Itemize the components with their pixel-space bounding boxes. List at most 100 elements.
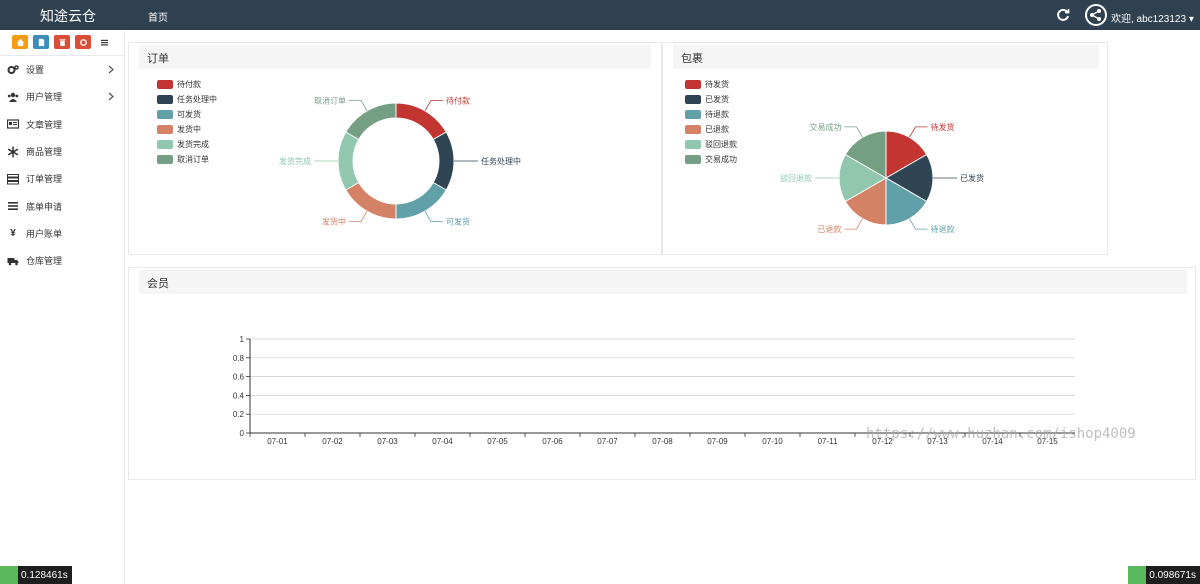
legend-label: 取消订单 bbox=[177, 155, 209, 164]
label-leader bbox=[909, 126, 928, 138]
top-navbar: 知途云仓 首页 欢迎, abc123123 ▾ bbox=[0, 0, 1200, 30]
y-tick-label: 0.4 bbox=[233, 391, 245, 400]
slice-label: 驳回退款 bbox=[780, 173, 812, 183]
truck-icon bbox=[7, 255, 19, 267]
pie-slice[interactable] bbox=[345, 102, 397, 141]
x-tick-label: 07-03 bbox=[377, 437, 398, 446]
sidebar: 设置 用户管理 文章管理 商品管理 订单管理 底单申请 ¥ 用户账单 bbox=[0, 30, 125, 584]
slice-label: 待付款 bbox=[446, 95, 470, 105]
sidebar-item-label: 仓库管理 bbox=[26, 256, 63, 267]
legend-swatch bbox=[157, 155, 173, 164]
trash-button[interactable] bbox=[54, 35, 70, 49]
list-button[interactable] bbox=[96, 35, 112, 49]
slice-label: 任务处理中 bbox=[481, 156, 521, 166]
brand-logo[interactable]: 知途云仓 bbox=[40, 8, 96, 24]
sidebar-item-warehouse[interactable]: 仓库管理 bbox=[0, 247, 124, 274]
users-icon bbox=[7, 91, 19, 103]
slice-label: 已发货 bbox=[960, 173, 984, 183]
y-tick-label: 1 bbox=[240, 335, 245, 344]
user-menu-toggle[interactable]: 欢迎, abc123123 ▾ bbox=[1111, 14, 1194, 25]
timer-left: 0.128461s bbox=[0, 566, 72, 584]
legend-label: 交易成功 bbox=[705, 155, 737, 164]
legend-item[interactable]: 已发货 bbox=[685, 94, 729, 105]
legend-item[interactable]: 取消订单 bbox=[157, 154, 209, 165]
members-line-chart: 0 0.2 0.4 0.6 0.8 1 07-01 07-02 07-03 07-04 07-05 0… bbox=[233, 335, 1075, 446]
legend-item[interactable]: 交易成功 bbox=[685, 154, 737, 165]
legend-label: 已退款 bbox=[705, 125, 729, 134]
x-tick-label: 07-12 bbox=[872, 437, 893, 446]
nav-home-link[interactable]: 首页 bbox=[148, 13, 168, 24]
pie-slice[interactable] bbox=[885, 130, 928, 179]
gears-icon bbox=[7, 64, 19, 76]
slice-label: 取消订单 bbox=[314, 95, 346, 105]
trash-icon bbox=[58, 38, 66, 46]
refresh-icon[interactable] bbox=[1056, 8, 1070, 22]
pie-slice[interactable] bbox=[838, 153, 887, 203]
legend-label: 已发货 bbox=[705, 95, 729, 104]
pie-slice[interactable] bbox=[395, 102, 447, 141]
snowflake-icon bbox=[7, 146, 19, 158]
home-button[interactable] bbox=[12, 35, 28, 49]
home-icon bbox=[16, 38, 24, 46]
x-tick-label: 07-14 bbox=[982, 437, 1003, 446]
legend-label: 待付款 bbox=[177, 80, 201, 89]
timer-left-value: 0.128461s bbox=[21, 569, 68, 581]
pie-slice[interactable] bbox=[885, 153, 934, 203]
sidebar-item-label: 商品管理 bbox=[26, 147, 63, 158]
legend-item[interactable]: 发货中 bbox=[157, 124, 201, 135]
pie-slice[interactable] bbox=[844, 130, 887, 179]
legend-label: 待发货 bbox=[705, 80, 729, 89]
sidebar-item-label: 用户账单 bbox=[26, 228, 63, 239]
legend-item[interactable]: 已退款 bbox=[685, 124, 729, 135]
timer-right-value: 0.098671s bbox=[1149, 569, 1196, 581]
packages-panel-title: 包裹 bbox=[673, 45, 1099, 69]
recycle-icon bbox=[79, 38, 87, 46]
legend-item[interactable]: 待退款 bbox=[685, 109, 729, 120]
x-tick-label: 07-02 bbox=[322, 437, 343, 446]
yen-icon: ¥ bbox=[10, 227, 16, 239]
sidebar-item-products[interactable]: 商品管理 bbox=[0, 138, 124, 165]
legend-item[interactable]: 可发货 bbox=[157, 109, 201, 120]
x-tick-label: 07-08 bbox=[652, 437, 673, 446]
legend-swatch bbox=[685, 125, 701, 134]
sidebar-item-users[interactable]: 用户管理 bbox=[0, 83, 124, 110]
packages-panel: 包裹 待发货 已发货 待退款 已退款 驳回退款 交易成功 待发货 已发货 待退款 已退款 驳回退款… bbox=[662, 42, 1108, 255]
pie-slice[interactable] bbox=[337, 131, 360, 191]
quick-actions bbox=[12, 35, 112, 49]
pie-slice[interactable] bbox=[395, 181, 447, 220]
sidebar-item-articles[interactable]: 文章管理 bbox=[0, 111, 124, 138]
sidebar-item-user-bills[interactable]: ¥ 用户账单 bbox=[0, 220, 124, 247]
slice-label: 待发货 bbox=[931, 122, 955, 132]
pie-slice[interactable] bbox=[345, 181, 397, 220]
sidebar-item-label: 文章管理 bbox=[26, 119, 63, 130]
slice-label: 发货完成 bbox=[279, 156, 311, 166]
legend-item[interactable]: 待发货 bbox=[685, 79, 729, 90]
legend-label: 发货完成 bbox=[177, 140, 209, 149]
sidebar-item-bill-requests[interactable]: 底单申请 bbox=[0, 192, 124, 219]
pie-slice[interactable] bbox=[844, 177, 887, 226]
legend-swatch bbox=[685, 155, 701, 164]
legend-item[interactable]: 发货完成 bbox=[157, 139, 209, 150]
legend-item[interactable]: 任务处理中 bbox=[157, 94, 217, 105]
x-tick-label: 07-04 bbox=[432, 437, 453, 446]
debug-logo-icon bbox=[0, 566, 18, 584]
pie-slice[interactable] bbox=[885, 177, 928, 226]
x-tick-label: 07-15 bbox=[1037, 437, 1058, 446]
y-tick-label: 0.6 bbox=[233, 373, 245, 382]
legend-item[interactable]: 驳回退款 bbox=[685, 139, 737, 150]
recycle-button[interactable] bbox=[75, 35, 91, 49]
x-tick-label: 07-05 bbox=[487, 437, 508, 446]
legend-swatch bbox=[685, 140, 701, 149]
sidebar-item-settings[interactable]: 设置 bbox=[0, 56, 124, 83]
pie-slice[interactable] bbox=[432, 131, 455, 191]
legend-item[interactable]: 待付款 bbox=[157, 79, 201, 90]
file-button[interactable] bbox=[33, 35, 49, 49]
sidebar-item-orders[interactable]: 订单管理 bbox=[0, 165, 124, 192]
slice-label: 交易成功 bbox=[810, 122, 842, 132]
legend-swatch bbox=[157, 95, 173, 104]
legend-swatch bbox=[157, 140, 173, 149]
share-icon[interactable] bbox=[1085, 4, 1107, 26]
label-leader bbox=[349, 99, 368, 111]
debug-logo-icon bbox=[1128, 566, 1147, 584]
